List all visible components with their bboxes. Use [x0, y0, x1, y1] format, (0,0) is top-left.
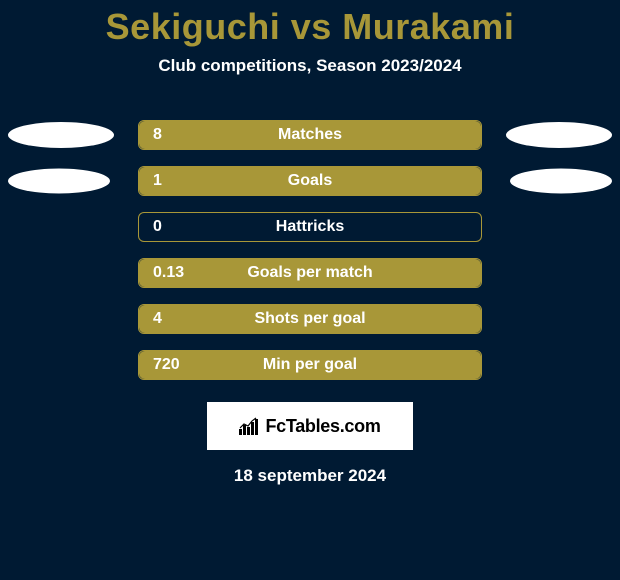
- right-marker: [510, 169, 612, 194]
- logo-text: FcTables.com: [265, 416, 380, 437]
- stat-bar: 4 Shots per goal: [138, 304, 482, 334]
- stat-row: 1 Goals: [0, 158, 620, 204]
- stat-row: 0 Hattricks: [0, 204, 620, 250]
- stat-label: Hattricks: [276, 218, 344, 236]
- stat-row: 8 Matches: [0, 112, 620, 158]
- stat-value: 720: [139, 356, 180, 374]
- stat-bar: 0.13 Goals per match: [138, 258, 482, 288]
- subtitle: Club competitions, Season 2023/2024: [0, 56, 620, 76]
- stats-chart: 8 Matches 1 Goals 0 Hattricks 0.13 Goals per ma…: [0, 112, 620, 388]
- logo-bars-icon: [239, 417, 261, 435]
- stat-value: 8: [139, 126, 162, 144]
- stat-label: Matches: [278, 126, 342, 144]
- left-marker: [8, 169, 110, 194]
- stat-label: Goals: [288, 172, 332, 190]
- stat-row: 720 Min per goal: [0, 342, 620, 388]
- stat-label: Min per goal: [263, 356, 357, 374]
- stat-value: 4: [139, 310, 162, 328]
- stat-bar: 1 Goals: [138, 166, 482, 196]
- stat-label: Goals per match: [247, 264, 372, 282]
- stat-bar: 0 Hattricks: [138, 212, 482, 242]
- page-title: Sekiguchi vs Murakami: [0, 0, 620, 48]
- logo-box: FcTables.com: [207, 402, 413, 450]
- left-marker: [8, 122, 114, 148]
- right-marker: [506, 122, 612, 148]
- stat-value: 1: [139, 172, 162, 190]
- stat-row: 0.13 Goals per match: [0, 250, 620, 296]
- stat-value: 0.13: [139, 264, 184, 282]
- stat-label: Shots per goal: [254, 310, 365, 328]
- date-label: 18 september 2024: [0, 466, 620, 486]
- stat-bar: 8 Matches: [138, 120, 482, 150]
- stat-value: 0: [139, 218, 162, 236]
- stat-bar: 720 Min per goal: [138, 350, 482, 380]
- stat-row: 4 Shots per goal: [0, 296, 620, 342]
